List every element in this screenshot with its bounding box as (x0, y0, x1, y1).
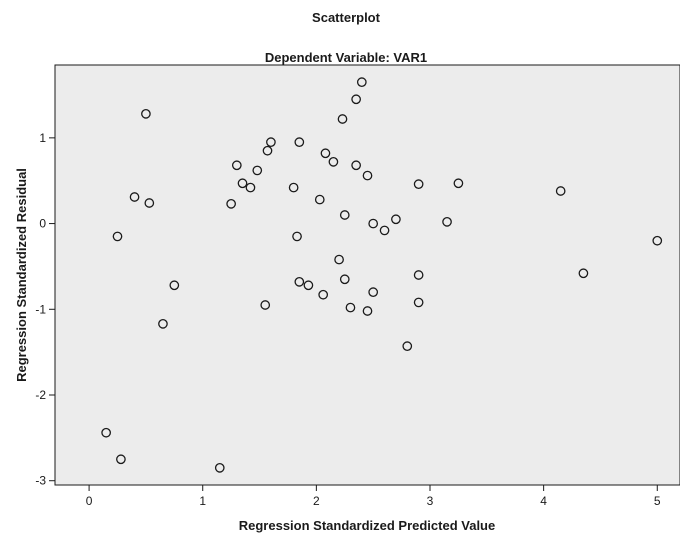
chart-title: Scatterplot (312, 10, 381, 25)
x-tick-label: 3 (427, 494, 434, 508)
data-point (578, 268, 589, 279)
data-point (116, 454, 126, 465)
data-point (402, 341, 413, 351)
data-point (362, 170, 373, 181)
data-point (226, 199, 236, 209)
data-point (231, 160, 242, 171)
data-point (129, 192, 140, 202)
x-tick-label: 5 (654, 494, 661, 508)
data-point (260, 300, 271, 310)
y-tick-label: 1 (39, 131, 46, 145)
y-tick-label: -2 (35, 388, 46, 402)
plot-area (54, 64, 680, 486)
data-point (294, 277, 305, 287)
data-point (169, 280, 180, 291)
data-point (262, 145, 273, 156)
data-point (379, 225, 390, 236)
y-axis: -3 -2 -1 0 1 (35, 131, 55, 488)
data-point (413, 179, 424, 189)
data-point (294, 137, 305, 147)
x-tick-label: 2 (313, 494, 320, 508)
data-point (351, 94, 361, 105)
data-point (101, 427, 111, 438)
y-tick-label: -1 (35, 302, 46, 316)
data-point (413, 297, 424, 308)
data-point (266, 137, 276, 147)
data-point (391, 214, 401, 225)
data-point (245, 182, 256, 193)
data-point (339, 274, 350, 285)
data-point (337, 114, 348, 124)
data-point (303, 280, 314, 291)
data-point (318, 289, 329, 300)
data-point (351, 160, 361, 171)
data-point (413, 270, 424, 280)
data-point (356, 77, 367, 87)
data-point (442, 217, 452, 227)
data-point (453, 178, 464, 189)
y-tick-label: -3 (35, 474, 46, 488)
data-point (555, 186, 566, 196)
data-point (368, 218, 379, 229)
x-tick-label: 1 (199, 494, 206, 508)
x-tick-label: 4 (540, 494, 547, 508)
data-point (339, 210, 350, 220)
data-point (314, 194, 325, 205)
data-point (328, 157, 339, 167)
data-point (362, 306, 373, 316)
data-point (345, 302, 356, 313)
x-tick-label: 0 (86, 494, 93, 508)
x-axis: 0 1 2 3 4 5 (86, 485, 661, 508)
data-point (252, 165, 263, 176)
data-point (288, 182, 299, 193)
data-point (652, 235, 663, 246)
data-point (214, 463, 225, 473)
data-points (101, 77, 663, 473)
data-point (158, 319, 168, 329)
data-point (141, 109, 151, 119)
chart-subtitle: Dependent Variable: VAR1 (265, 50, 427, 65)
data-point (292, 231, 302, 242)
y-tick-label: 0 (39, 217, 46, 231)
data-point (368, 287, 379, 297)
x-axis-label: Regression Standardized Predicted Value (239, 518, 495, 533)
data-point (112, 231, 123, 242)
data-point (334, 254, 344, 265)
data-point (237, 178, 248, 189)
data-point (144, 198, 155, 208)
data-point (320, 148, 331, 159)
y-axis-label: Regression Standardized Residual (14, 168, 29, 382)
